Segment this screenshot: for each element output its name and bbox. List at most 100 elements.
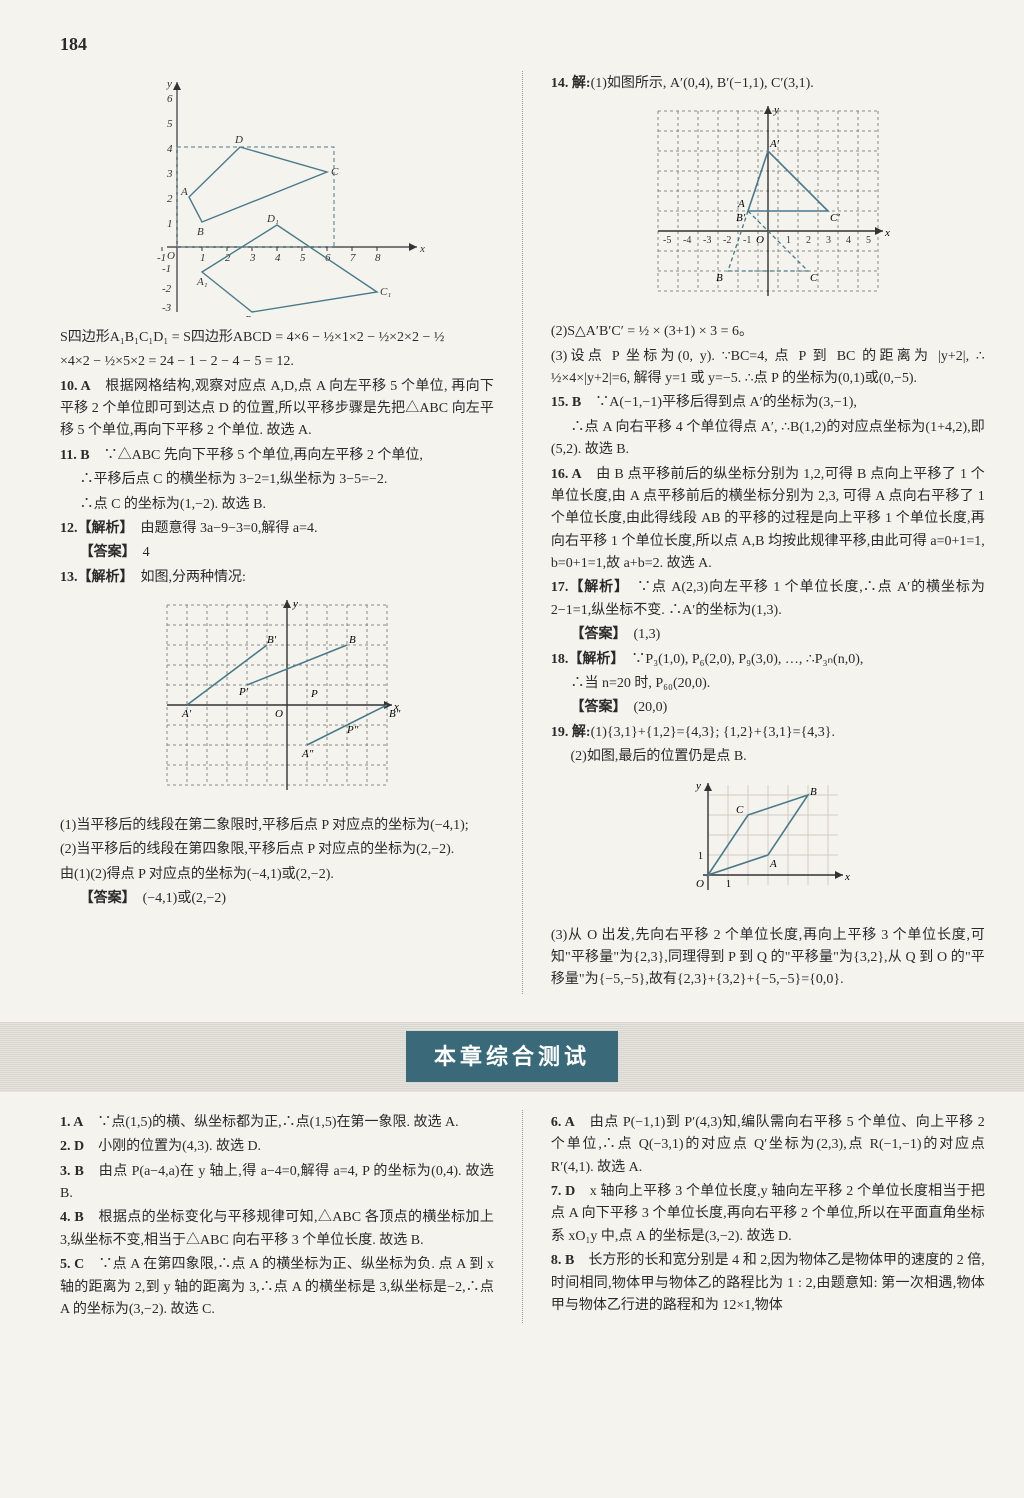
svg-text:3: 3 bbox=[166, 168, 173, 180]
figure-4: x y O 1 1 A B C bbox=[551, 775, 985, 915]
q12-line1: 12.【解析】 由题意得 3a−9−3=0,解得 a=4. bbox=[60, 518, 494, 540]
q12-ans-lbl: 【答案】 bbox=[80, 545, 129, 560]
svg-text:2: 2 bbox=[167, 193, 173, 205]
svg-text:P′: P′ bbox=[238, 686, 249, 698]
svg-text:-2: -2 bbox=[723, 235, 731, 246]
svg-text:1: 1 bbox=[200, 252, 206, 264]
q10-num: 10. A bbox=[60, 379, 91, 394]
q17: 17.【解析】 ∵点 A(2,3)向左平移 1 个单位长度,∴点 A′的横坐标为… bbox=[551, 577, 985, 622]
svg-text:C₁: C₁ bbox=[380, 286, 391, 298]
svg-text:C: C bbox=[736, 804, 744, 816]
svg-text:B: B bbox=[716, 272, 723, 284]
bq1-num: 1. A bbox=[60, 1115, 83, 1130]
svg-text:B′: B′ bbox=[267, 634, 277, 646]
bq4-num: 4. B bbox=[60, 1210, 84, 1225]
bq8: 8. B 长方形的长和宽分别是 4 和 2,因为物体乙是物体甲的速度的 2 倍,… bbox=[551, 1250, 985, 1317]
bq2: 2. D 小刚的位置为(4,3). 故选 D. bbox=[60, 1136, 494, 1158]
bq3-num: 3. B bbox=[60, 1164, 84, 1179]
svg-text:x: x bbox=[884, 227, 890, 239]
right-column: 14. 解:(1)如图所示, A′(0,4), B′(−1,1), C′(3,1… bbox=[551, 71, 985, 994]
figure-1: x y O -112 345 678 123 bbox=[60, 77, 494, 317]
svg-text:A: A bbox=[180, 186, 188, 198]
q19-num: 19. 解: bbox=[551, 725, 591, 740]
q13-line1: 13.【解析】 如图,分两种情况: bbox=[60, 567, 494, 589]
figure-2: x y O A′ B′ P′ B P B″ A″ P″ bbox=[60, 595, 494, 805]
q19a: (1){3,1}+{1,2}={4,3}; {1,2}+{3,1}={4,3}. bbox=[591, 725, 835, 740]
q17-ans: 【答案】 (1,3) bbox=[551, 624, 985, 646]
svg-text:A₁: A₁ bbox=[196, 276, 208, 288]
svg-text:B: B bbox=[349, 634, 356, 646]
svg-text:7: 7 bbox=[350, 252, 356, 264]
svg-text:3: 3 bbox=[249, 252, 256, 264]
svg-text:1: 1 bbox=[786, 235, 791, 246]
svg-text:O: O bbox=[696, 878, 704, 890]
q14-line1: 14. 解:(1)如图所示, A′(0,4), B′(−1,1), C′(3,1… bbox=[551, 73, 985, 95]
svg-text:y: y bbox=[773, 104, 779, 116]
upper-columns: x y O -112 345 678 123 bbox=[60, 71, 964, 994]
q14c: (3)设点 P 坐标为(0, y). ∵BC=4, 点 P 到 BC 的距离为 … bbox=[551, 346, 985, 391]
svg-text:C′: C′ bbox=[830, 212, 840, 224]
svg-text:B₁: B₁ bbox=[245, 315, 255, 317]
q12-ans: 【答案】 4 bbox=[60, 542, 494, 564]
q14a: (1)如图所示, A′(0,4), B′(−1,1), C′(3,1). bbox=[591, 76, 814, 91]
bq4: 4. B 根据点的坐标变化与平移规律可知,△ABC 各顶点的横坐标加上 3,纵坐… bbox=[60, 1207, 494, 1252]
bq7: 7. D x 轴向上平移 3 个单位长度,y 轴向左平移 2 个单位长度相当于把… bbox=[551, 1181, 985, 1248]
svg-text:-5: -5 bbox=[663, 235, 671, 246]
svg-text:-3: -3 bbox=[703, 235, 711, 246]
q13-ans-val: (−4,1)或(2,−2) bbox=[143, 891, 226, 906]
q12a: 由题意得 3a−9−3=0,解得 a=4. bbox=[141, 521, 318, 536]
bq8-text: 长方形的长和宽分别是 4 和 2,因为物体乙是物体甲的速度的 2 倍,时间相同,… bbox=[551, 1253, 985, 1313]
svg-text:B: B bbox=[197, 226, 204, 238]
q13c: (2)当平移后的线段在第四象限,平移后点 P 对应点的坐标为(2,−2). bbox=[60, 839, 494, 861]
svg-text:A: A bbox=[737, 198, 745, 210]
svg-text:O: O bbox=[275, 708, 283, 720]
bq1-text: ∵点(1,5)的横、纵坐标都为正,∴点(1,5)在第一象限. 故选 A. bbox=[97, 1115, 458, 1130]
bq6: 6. A 由点 P(−1,1)到 P′(4,3)知,编队需向右平移 5 个单位、… bbox=[551, 1112, 985, 1179]
q18b: ∴当 n=20 时, P₆₀(20,0). bbox=[551, 673, 985, 695]
svg-text:D₁: D₁ bbox=[266, 213, 279, 225]
q15b: ∴点 A 向右平移 4 个单位得点 A′, ∴B(1,2)的对应点坐标为(1+4… bbox=[551, 417, 985, 462]
q18a: ∵P₃(1,0), P₆(2,0), P₉(3,0), …, ∴P₃ₙ(n,0)… bbox=[631, 652, 863, 667]
q18-ans: 【答案】 (20,0) bbox=[551, 697, 985, 719]
q16: 16. A 由 B 点平移前后的纵坐标分别为 1,2,可得 B 点向上平移了 1… bbox=[551, 464, 985, 576]
bq7-num: 7. D bbox=[551, 1184, 575, 1199]
q13-num: 13.【解析】 bbox=[60, 570, 127, 585]
svg-text:y: y bbox=[166, 78, 172, 90]
bq7-text: x 轴向上平移 3 个单位长度,y 轴向左平移 2 个单位长度相当于把点 A 向… bbox=[551, 1184, 985, 1244]
svg-text:5: 5 bbox=[167, 118, 173, 130]
svg-text:A′: A′ bbox=[769, 138, 780, 150]
q14b: (2)S△A′B′C′ = ½ × (3+1) × 3 = 6。 bbox=[551, 321, 985, 343]
bq1: 1. A ∵点(1,5)的横、纵坐标都为正,∴点(1,5)在第一象限. 故选 A… bbox=[60, 1112, 494, 1134]
bq2-num: 2. D bbox=[60, 1139, 84, 1154]
svg-text:A′: A′ bbox=[181, 708, 192, 720]
q11c: ∴点 C 的坐标为(1,−2). 故选 B. bbox=[60, 494, 494, 516]
svg-text:C: C bbox=[331, 166, 339, 178]
q19b: (2)如图,最后的位置仍是点 B. bbox=[551, 746, 985, 768]
q13a: 如图,分两种情况: bbox=[141, 570, 246, 585]
svg-text:5: 5 bbox=[866, 235, 871, 246]
svg-text:-4: -4 bbox=[683, 235, 691, 246]
q11b: ∴平移后点 C 的横坐标为 3−2=1,纵坐标为 3−5=−2. bbox=[60, 469, 494, 491]
svg-text:D: D bbox=[234, 134, 243, 146]
q12-num: 12.【解析】 bbox=[60, 521, 127, 536]
bq2-text: 小刚的位置为(4,3). 故选 D. bbox=[98, 1139, 261, 1154]
q17-num: 17.【解析】 bbox=[551, 580, 622, 595]
q19-line1: 19. 解:(1){3,1}+{1,2}={4,3}; {1,2}+{3,1}=… bbox=[551, 722, 985, 744]
bottom-left-column: 1. A ∵点(1,5)的横、纵坐标都为正,∴点(1,5)在第一象限. 故选 A… bbox=[60, 1110, 494, 1324]
bq3: 3. B 由点 P(a−4,a)在 y 轴上,得 a−4=0,解得 a=4, P… bbox=[60, 1161, 494, 1206]
q17-ans-lbl: 【答案】 bbox=[571, 627, 620, 642]
svg-text:B″: B″ bbox=[389, 708, 401, 720]
bq5-num: 5. C bbox=[60, 1257, 84, 1272]
q18-num: 18.【解析】 bbox=[551, 652, 618, 667]
svg-text:C: C bbox=[810, 272, 818, 284]
q19c: (3)从 O 出发,先向右平移 2 个单位长度,再向上平移 3 个单位长度,可知… bbox=[551, 925, 985, 992]
q16-num: 16. A bbox=[551, 467, 582, 482]
q15-num: 15. B bbox=[551, 395, 581, 410]
left-column: x y O -112 345 678 123 bbox=[60, 71, 494, 994]
page-number: 184 bbox=[60, 30, 964, 59]
q11-line1: 11. B ∵△ABC 先向下平移 5 个单位,再向左平移 2 个单位, bbox=[60, 445, 494, 467]
svg-text:8: 8 bbox=[375, 252, 381, 264]
q14-num: 14. 解: bbox=[551, 76, 591, 91]
bottom-right-column: 6. A 由点 P(−1,1)到 P′(4,3)知,编队需向右平移 5 个单位、… bbox=[551, 1110, 985, 1324]
svg-text:5: 5 bbox=[300, 252, 306, 264]
